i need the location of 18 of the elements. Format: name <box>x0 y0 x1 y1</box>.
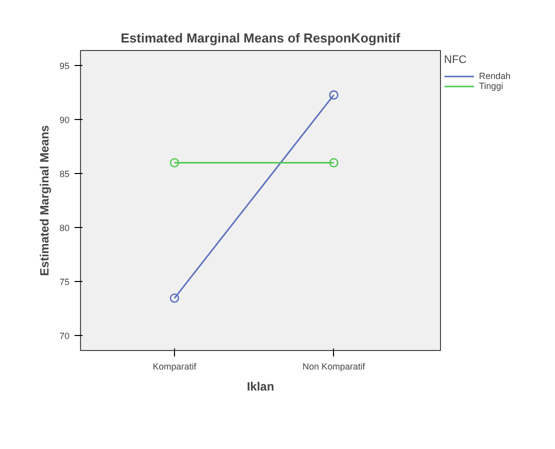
y-tick-label: 75 <box>59 276 70 287</box>
point <box>329 90 338 100</box>
x-tick-label: Komparatif <box>152 362 197 372</box>
legend-title: NFC <box>444 54 468 66</box>
y-axis-title: Estimated Marginal Means <box>37 124 52 276</box>
point <box>329 158 338 168</box>
y-tick-label: 95 <box>59 61 70 72</box>
point <box>170 158 180 168</box>
legend-label: Rendah <box>479 71 511 81</box>
x-tick-label: Non Komparatif <box>302 362 366 372</box>
chart-title: Estimated Marginal Means of ResponKognitif <box>120 30 401 46</box>
y-tick-label: 80 <box>59 222 70 233</box>
y-tick-label: 85 <box>59 169 70 180</box>
x-axis-title: Iklan <box>246 380 274 394</box>
legend-label: Tinggi <box>479 81 504 91</box>
y-tick-label: 90 <box>59 115 70 126</box>
point <box>170 294 180 303</box>
y-tick-label: 70 <box>59 330 70 341</box>
